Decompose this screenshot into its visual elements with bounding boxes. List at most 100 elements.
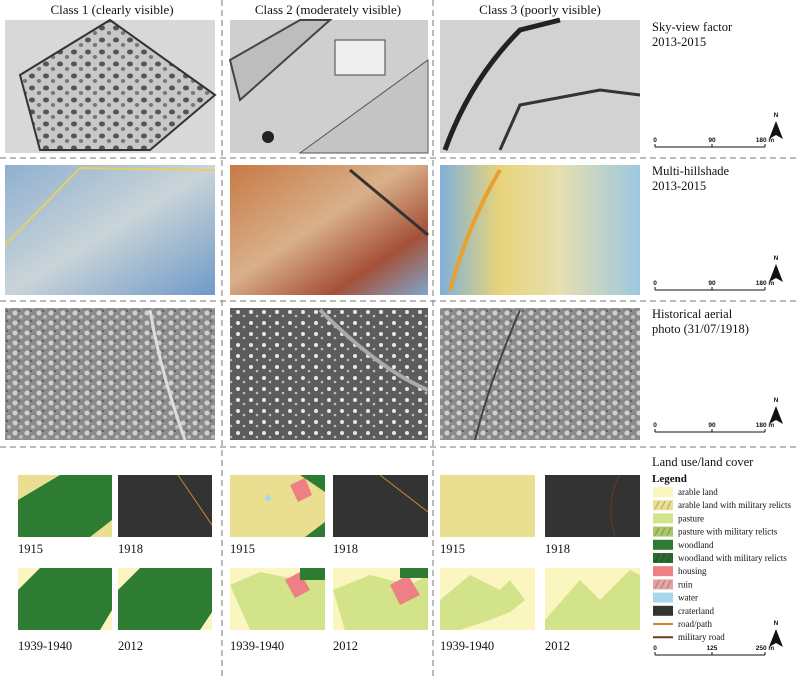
legend-title: Legend (652, 473, 687, 485)
image (440, 20, 640, 153)
legend-swatch (653, 539, 673, 550)
year-label: 1915 (18, 542, 43, 556)
image-detail (349, 168, 429, 237)
legend-label: pasture (678, 513, 704, 523)
year-labels: 1915 1918 1939-1940 2012 1915 1918 1939-1940 20… (18, 542, 570, 653)
scale-label: 180 m (756, 137, 775, 144)
north-label: N (774, 620, 779, 627)
map-area (300, 568, 325, 580)
image-detail (498, 88, 641, 151)
map-area (305, 522, 325, 537)
map-road (379, 474, 429, 513)
image-detail (148, 309, 187, 441)
land-use-maps (18, 474, 640, 630)
legend-swatch (653, 526, 673, 537)
image-detail (262, 131, 274, 143)
legend-hatch (654, 527, 672, 536)
sky-view-images (5, 17, 641, 154)
scale-label: 90 (708, 137, 716, 144)
scale-label: 90 (708, 280, 716, 287)
image (440, 308, 640, 440)
year-label: 1915 (440, 542, 465, 556)
map-area (18, 568, 112, 630)
hillshade-images (4, 165, 640, 295)
map-area (400, 568, 428, 578)
map-area (440, 575, 525, 630)
scale-label: 180 m (756, 422, 775, 429)
legend-label: arable land (678, 487, 718, 497)
legend-label: ruin (678, 579, 693, 589)
year-label: 2012 (545, 639, 570, 653)
scale-label: 90 (708, 422, 716, 429)
map-area (265, 495, 271, 501)
map-area (118, 568, 212, 630)
map-area (18, 475, 112, 537)
year-label: 1915 (230, 542, 255, 556)
image-detail (298, 59, 429, 154)
column-header: Class 1 (clearly visible) (50, 2, 173, 17)
image (5, 165, 215, 295)
row-label: photo (31/07/1918) (652, 322, 749, 336)
year-label: 1939-1940 (440, 639, 494, 653)
map-area (285, 572, 310, 598)
image (5, 308, 215, 440)
legend-swatch (653, 500, 673, 511)
column-header: Class 3 (poorly visible) (479, 2, 601, 17)
scale-label: 0 (653, 137, 657, 144)
row-label: Sky-view factor (652, 20, 733, 34)
image (230, 165, 428, 295)
year-label: 1939-1940 (230, 639, 284, 653)
legend-hatch (654, 500, 672, 510)
map (333, 475, 428, 537)
legend-label: housing (678, 566, 707, 576)
legend-hatch (654, 580, 672, 589)
legend: arable land arable land with military rel… (653, 487, 791, 642)
north-label: N (774, 397, 779, 404)
legend-label: road/path (678, 619, 712, 629)
land-use-title: Land use/land cover (652, 455, 754, 469)
legend-label: arable land with military relicts (678, 500, 791, 510)
north-arrow (769, 121, 783, 139)
map-road (610, 474, 621, 538)
image-detail (18, 18, 217, 151)
north-label: N (774, 112, 779, 119)
legend-swatch (653, 566, 673, 577)
year-label: 2012 (118, 639, 143, 653)
scale-label: 0 (653, 645, 657, 652)
image-detail (448, 168, 502, 291)
map (440, 475, 535, 537)
legend-swatch (653, 553, 673, 563)
map-road (177, 474, 213, 526)
scale-bars: 0 90 180 m N 0 90 180 m N 0 90 180 m N 0 125 250 m N (653, 112, 783, 656)
north-arrow (769, 264, 783, 282)
image-detail (334, 39, 386, 76)
legend-label: woodland with military relicts (678, 553, 787, 563)
legend-swatch (653, 579, 673, 590)
north-arrow (769, 406, 783, 424)
scale-label: 250 m (756, 645, 775, 652)
legend-swatch (653, 513, 673, 524)
map (118, 475, 212, 537)
column-header: Class 2 (moderately visible) (255, 2, 401, 17)
map-area (300, 475, 325, 492)
legend-swatch (653, 592, 673, 603)
map-area (545, 570, 640, 630)
scale-label: 0 (653, 422, 657, 429)
image (440, 165, 640, 295)
legend-swatch (653, 605, 673, 616)
row-label: Historical aerial (652, 307, 733, 321)
legend-swatch (653, 487, 673, 497)
legend-hatch (654, 553, 672, 563)
scale-label: 180 m (756, 280, 775, 287)
legend-label: woodland (678, 540, 714, 550)
year-label: 1918 (118, 542, 143, 556)
image-detail (4, 166, 216, 246)
map-area (290, 478, 312, 502)
legend-label: military road (678, 632, 725, 642)
map (545, 475, 640, 537)
image-detail (442, 17, 561, 151)
row-label: 2013-2015 (652, 179, 706, 193)
aerial-images (5, 308, 640, 441)
row-label: 2013-2015 (652, 35, 706, 49)
